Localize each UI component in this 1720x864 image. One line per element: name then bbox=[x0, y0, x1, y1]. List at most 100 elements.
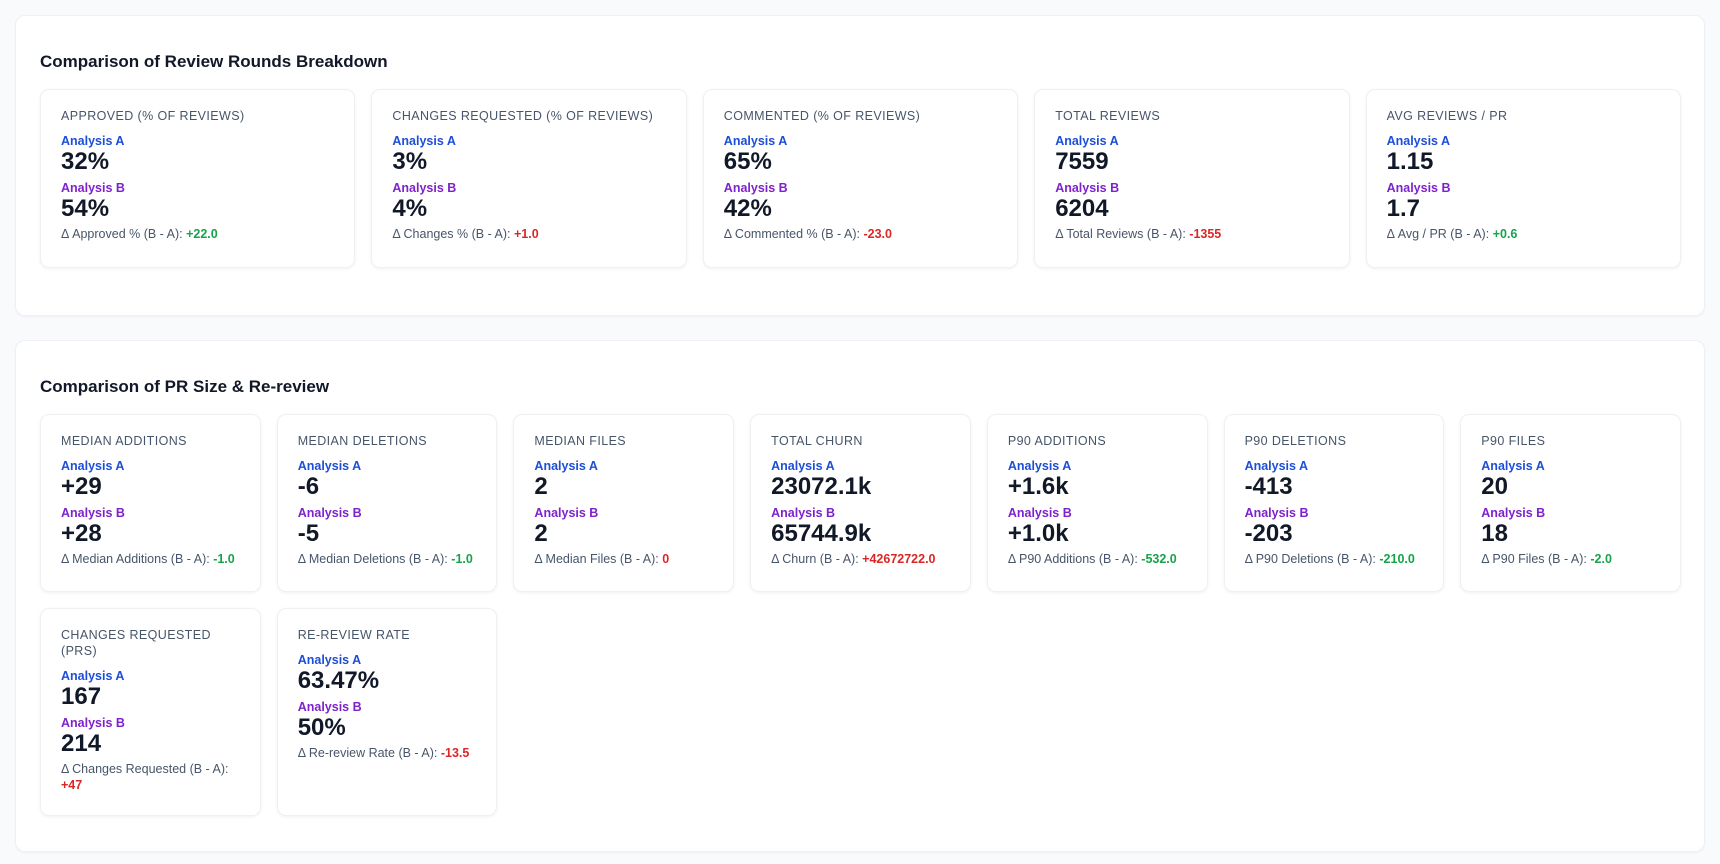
metric-label: P90 DELETIONS bbox=[1244, 434, 1347, 448]
analysis-a-label: Analysis A bbox=[1244, 459, 1309, 473]
delta-row: Δ P90 Files (B - A): -2.0 bbox=[1481, 551, 1660, 567]
analysis-a-value: -413 bbox=[1244, 473, 1293, 500]
delta-label: Δ P90 Additions (B - A): bbox=[1007, 552, 1138, 566]
analysis-a-value: -6 bbox=[297, 473, 320, 500]
delta-label: Δ P90 Files (B - A): bbox=[1481, 552, 1587, 566]
metric-label: AVG REVIEWS / PR bbox=[1386, 109, 1508, 123]
analysis-a-label: Analysis A bbox=[1481, 459, 1545, 473]
analysis-b-label: Analysis B bbox=[1055, 181, 1120, 195]
analysis-a-value: 1.15 bbox=[1386, 148, 1434, 175]
analysis-a-value: 20 bbox=[1481, 473, 1508, 500]
analysis-b-value: 2 bbox=[534, 520, 548, 547]
delta-value: -210.0 bbox=[1379, 552, 1415, 566]
analysis-b-label: Analysis B bbox=[1244, 506, 1309, 520]
delta-row: Δ Commented % (B - A): -23.0 bbox=[724, 226, 997, 242]
delta-value: -1355 bbox=[1189, 227, 1222, 241]
metric-card: MEDIAN ADDITIONS Analysis A +29 Analysis B +… bbox=[40, 414, 261, 592]
analysis-a-value: 65% bbox=[723, 148, 772, 175]
metric-label: APPROVED (% OF REVIEWS) bbox=[61, 109, 245, 123]
delta-value: -13.5 bbox=[440, 746, 470, 760]
analysis-a-label: Analysis A bbox=[392, 134, 456, 148]
delta-row: Δ Median Deletions (B - A): -1.0 bbox=[298, 551, 477, 567]
metric-label: MEDIAN DELETIONS bbox=[297, 434, 428, 448]
delta-value: +22.0 bbox=[186, 227, 218, 241]
metric-label: P90 FILES bbox=[1481, 434, 1546, 448]
metric-label: TOTAL REVIEWS bbox=[1055, 109, 1161, 123]
delta-value: +47 bbox=[61, 778, 83, 792]
delta-label: Δ Total Reviews (B - A): bbox=[1055, 227, 1186, 241]
analysis-b-value: 54% bbox=[61, 195, 110, 222]
analysis-b-label: Analysis B bbox=[1386, 181, 1451, 195]
analysis-a-value: +29 bbox=[61, 473, 102, 500]
analysis-a-label: Analysis A bbox=[1007, 459, 1072, 473]
delta-value: +0.6 bbox=[1492, 227, 1518, 241]
metric-card: P90 DELETIONS Analysis A -413 Analysis B -20… bbox=[1223, 414, 1445, 592]
analysis-a-label: Analysis A bbox=[61, 459, 125, 473]
analysis-b-label: Analysis B bbox=[297, 700, 362, 714]
delta-label: Δ Median Files (B - A): bbox=[534, 552, 659, 566]
metric-card: CHANGES REQUESTED (PRS) Analysis A 167 Anal… bbox=[40, 608, 261, 816]
metric-card: APPROVED (% OF REVIEWS) Analysis A 32% Anal… bbox=[40, 89, 356, 268]
delta-label: Δ Median Additions (B - A): bbox=[61, 552, 210, 566]
analysis-b-label: Analysis B bbox=[1481, 506, 1546, 520]
delta-row: Δ Median Files (B - A): 0 bbox=[534, 551, 713, 567]
analysis-b-value: 214 bbox=[61, 730, 102, 757]
analysis-a-value: 63.47% bbox=[297, 667, 380, 694]
analysis-a-value: 3% bbox=[392, 148, 428, 175]
analysis-a-value: 23072.1k bbox=[771, 473, 872, 500]
delta-value: -1.0 bbox=[451, 552, 473, 566]
card-grid: APPROVED (% OF REVIEWS) Analysis A 32% Anal… bbox=[40, 89, 1681, 268]
delta-row: Δ Re-review Rate (B - A): -13.5 bbox=[298, 745, 477, 761]
delta-value: -532.0 bbox=[1141, 552, 1177, 566]
delta-value: +42672722.0 bbox=[862, 552, 936, 566]
analysis-b-value: 1.7 bbox=[1386, 195, 1420, 222]
analysis-b-value: 6204 bbox=[1055, 195, 1109, 222]
delta-row: Δ P90 Additions (B - A): -532.0 bbox=[1008, 551, 1187, 567]
analysis-a-value: 7559 bbox=[1055, 148, 1109, 175]
analysis-a-label: Analysis A bbox=[1055, 134, 1119, 148]
analysis-b-label: Analysis B bbox=[1007, 506, 1072, 520]
delta-label: Δ Avg / PR (B - A): bbox=[1386, 227, 1490, 241]
card-grid: MEDIAN ADDITIONS Analysis A +29 Analysis B +… bbox=[40, 414, 1681, 816]
analysis-b-value: 50% bbox=[297, 714, 346, 741]
delta-row: Δ Approved % (B - A): +22.0 bbox=[61, 226, 334, 242]
delta-row: Δ Total Reviews (B - A): -1355 bbox=[1055, 226, 1328, 242]
delta-label: Δ Changes Requested (B - A): bbox=[61, 762, 229, 776]
metric-label: RE-REVIEW RATE bbox=[297, 628, 411, 642]
analysis-b-label: Analysis B bbox=[392, 181, 457, 195]
metric-label: TOTAL CHURN bbox=[771, 434, 863, 448]
delta-value: -23.0 bbox=[863, 227, 892, 241]
analysis-b-label: Analysis B bbox=[771, 506, 836, 520]
section-panel: Comparison of Review Rounds Breakdown APP… bbox=[15, 15, 1705, 316]
delta-row: Δ Changes Requested (B - A): +47 bbox=[61, 761, 240, 793]
metric-card: P90 ADDITIONS Analysis A +1.6k Analysis B +1… bbox=[986, 414, 1208, 592]
section-title: Comparison of Review Rounds Breakdown bbox=[40, 52, 388, 71]
analysis-a-value: 32% bbox=[61, 148, 110, 175]
delta-label: Δ P90 Deletions (B - A): bbox=[1244, 552, 1376, 566]
analysis-b-value: 4% bbox=[392, 195, 428, 222]
metric-label: CHANGES REQUESTED (% OF REVIEWS) bbox=[392, 109, 654, 123]
delta-label: Δ Churn (B - A): bbox=[771, 552, 859, 566]
analysis-a-value: 2 bbox=[534, 473, 548, 500]
delta-value: -1.0 bbox=[213, 552, 235, 566]
metric-card: AVG REVIEWS / PR Analysis A 1.15 Analysis B… bbox=[1365, 89, 1681, 268]
delta-label: Δ Re-review Rate (B - A): bbox=[297, 746, 438, 760]
delta-row: Δ P90 Deletions (B - A): -210.0 bbox=[1245, 551, 1424, 567]
analysis-a-value: +1.6k bbox=[1007, 473, 1069, 500]
delta-row: Δ Changes % (B - A): +1.0 bbox=[392, 226, 665, 242]
metric-label: COMMENTED (% OF REVIEWS) bbox=[723, 109, 921, 123]
delta-row: Δ Avg / PR (B - A): +0.6 bbox=[1387, 226, 1660, 242]
section-panel: Comparison of PR Size & Re-review MEDIAN … bbox=[15, 340, 1705, 852]
delta-label: Δ Median Deletions (B - A): bbox=[297, 552, 448, 566]
analysis-b-label: Analysis B bbox=[297, 506, 362, 520]
analysis-b-label: Analysis B bbox=[61, 716, 125, 730]
analysis-b-label: Analysis B bbox=[61, 181, 125, 195]
delta-row: Δ Churn (B - A): +42672722.0 bbox=[771, 551, 950, 567]
delta-label: Δ Changes % (B - A): bbox=[392, 227, 511, 241]
metric-label: CHANGES REQUESTED (PRS) bbox=[61, 628, 211, 658]
analysis-b-label: Analysis B bbox=[723, 181, 788, 195]
metric-card: MEDIAN DELETIONS Analysis A -6 Analysis B -5… bbox=[276, 414, 498, 592]
